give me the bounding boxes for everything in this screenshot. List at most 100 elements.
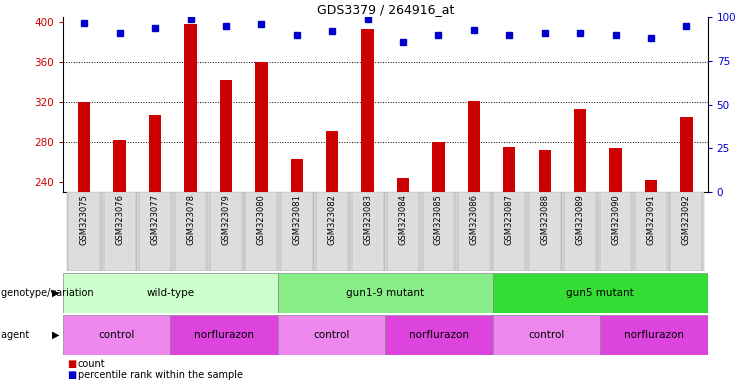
Text: GSM323076: GSM323076 xyxy=(115,194,124,245)
Text: GSM323083: GSM323083 xyxy=(363,192,372,243)
Text: agent: agent xyxy=(1,330,36,340)
Text: GSM323090: GSM323090 xyxy=(611,194,620,245)
Bar xyxy=(63,273,278,313)
Bar xyxy=(208,192,244,271)
Bar xyxy=(244,192,279,271)
Bar xyxy=(185,24,196,192)
Bar xyxy=(385,315,493,355)
Text: percentile rank within the sample: percentile rank within the sample xyxy=(78,370,243,380)
Text: norflurazon: norflurazon xyxy=(624,330,684,340)
Bar xyxy=(281,192,313,271)
Bar xyxy=(113,140,126,192)
Bar xyxy=(562,192,598,271)
Title: GDS3379 / 264916_at: GDS3379 / 264916_at xyxy=(316,3,454,16)
Bar xyxy=(314,192,350,271)
Bar xyxy=(645,180,657,192)
Text: GSM323078: GSM323078 xyxy=(186,192,195,243)
Text: GSM323080: GSM323080 xyxy=(257,194,266,245)
Text: norflurazon: norflurazon xyxy=(194,330,254,340)
Bar xyxy=(598,192,634,271)
Text: GSM323092: GSM323092 xyxy=(682,194,691,245)
Bar xyxy=(316,192,348,271)
Text: GSM323076: GSM323076 xyxy=(115,192,124,243)
Text: wild-type: wild-type xyxy=(147,288,194,298)
Bar xyxy=(149,115,162,192)
Text: GSM323086: GSM323086 xyxy=(469,192,479,243)
Text: GSM323077: GSM323077 xyxy=(150,194,159,245)
Bar xyxy=(493,315,600,355)
Bar xyxy=(63,315,170,355)
Bar xyxy=(362,29,373,192)
Text: GSM323090: GSM323090 xyxy=(611,192,620,243)
Text: ▶: ▶ xyxy=(52,288,59,298)
Bar xyxy=(634,192,668,271)
Bar xyxy=(635,192,667,271)
Text: GSM323091: GSM323091 xyxy=(646,192,656,243)
Bar xyxy=(564,192,596,271)
Bar xyxy=(600,315,708,355)
Text: control: control xyxy=(313,330,350,340)
Bar xyxy=(491,192,527,271)
Bar xyxy=(422,192,454,271)
Bar xyxy=(104,192,136,271)
Text: GSM323080: GSM323080 xyxy=(257,192,266,243)
Text: GSM323075: GSM323075 xyxy=(80,192,89,243)
Bar xyxy=(245,192,277,271)
Text: GSM323084: GSM323084 xyxy=(399,194,408,245)
Text: count: count xyxy=(78,359,105,369)
Bar xyxy=(680,117,693,192)
Text: GSM323081: GSM323081 xyxy=(292,194,302,245)
Bar xyxy=(668,192,704,271)
Text: norflurazon: norflurazon xyxy=(409,330,469,340)
Bar xyxy=(493,273,708,313)
Bar xyxy=(574,109,586,192)
Text: gun1-9 mutant: gun1-9 mutant xyxy=(346,288,425,298)
Text: genotype/variation: genotype/variation xyxy=(1,288,97,298)
Bar xyxy=(67,192,102,271)
Bar xyxy=(175,192,207,271)
Text: GSM323084: GSM323084 xyxy=(399,192,408,243)
Text: ■: ■ xyxy=(67,359,76,369)
Bar xyxy=(421,192,456,271)
Text: GSM323085: GSM323085 xyxy=(434,194,443,245)
Text: GSM323075: GSM323075 xyxy=(80,194,89,245)
Bar xyxy=(278,273,493,313)
Bar xyxy=(494,192,525,271)
Bar xyxy=(255,62,268,192)
Text: gun5 mutant: gun5 mutant xyxy=(566,288,634,298)
Bar xyxy=(527,192,562,271)
Text: GSM323089: GSM323089 xyxy=(576,194,585,245)
Bar xyxy=(456,192,491,271)
Bar xyxy=(290,159,303,192)
Text: GSM323087: GSM323087 xyxy=(505,192,514,243)
Text: GSM323079: GSM323079 xyxy=(222,194,230,245)
Bar xyxy=(326,131,339,192)
Text: GSM323078: GSM323078 xyxy=(186,194,195,245)
Text: control: control xyxy=(99,330,135,340)
Bar xyxy=(170,315,278,355)
Text: GSM323079: GSM323079 xyxy=(222,192,230,243)
Text: GSM323089: GSM323089 xyxy=(576,192,585,243)
Bar xyxy=(137,192,173,271)
Text: GSM323082: GSM323082 xyxy=(328,192,336,243)
Bar xyxy=(173,192,208,271)
Bar xyxy=(78,102,90,192)
Text: ▶: ▶ xyxy=(52,330,59,340)
Bar xyxy=(468,101,480,192)
Text: ■: ■ xyxy=(67,370,76,380)
Bar xyxy=(432,142,445,192)
Bar xyxy=(397,178,409,192)
Bar xyxy=(350,192,385,271)
Bar xyxy=(352,192,384,271)
Bar xyxy=(529,192,561,271)
Text: GSM323083: GSM323083 xyxy=(363,194,372,245)
Text: GSM323082: GSM323082 xyxy=(328,194,336,245)
Text: GSM323077: GSM323077 xyxy=(150,192,159,243)
Bar xyxy=(210,192,242,271)
Bar xyxy=(278,315,385,355)
Text: GSM323088: GSM323088 xyxy=(540,192,549,243)
Bar xyxy=(458,192,490,271)
Text: control: control xyxy=(528,330,565,340)
Text: GSM323086: GSM323086 xyxy=(469,194,479,245)
Bar xyxy=(387,192,419,271)
